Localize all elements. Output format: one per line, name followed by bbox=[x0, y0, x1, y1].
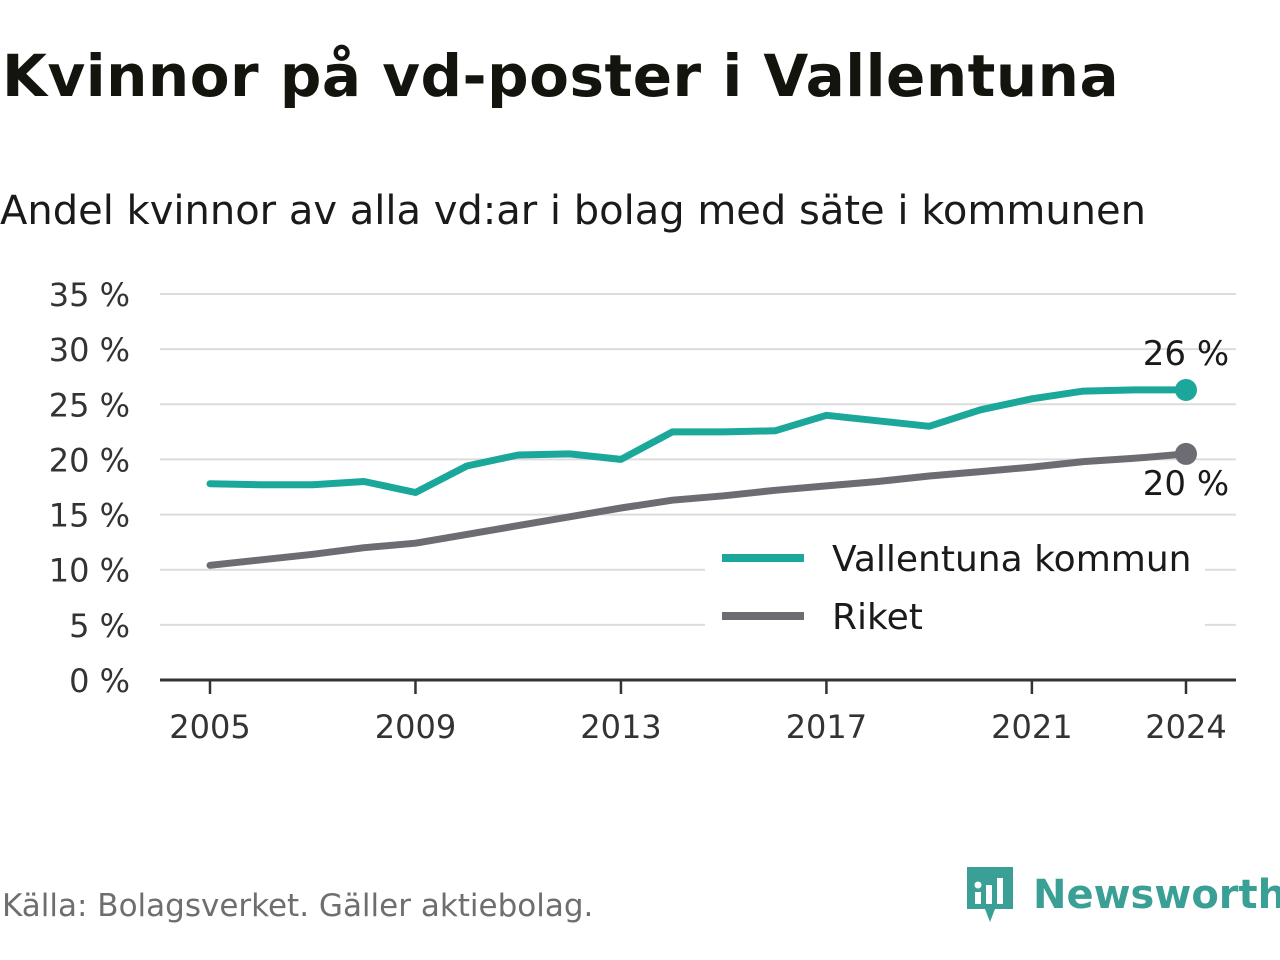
chart-subtitle: Andel kvinnor av alla vd:ar i bolag med … bbox=[0, 188, 1146, 234]
y-tick-label: 5 % bbox=[69, 607, 130, 645]
y-tick-label: 20 % bbox=[49, 441, 130, 479]
series-end-point bbox=[1175, 442, 1197, 465]
x-tick-label: 2017 bbox=[786, 708, 867, 746]
y-tick-label: 25 % bbox=[49, 386, 130, 424]
series-end-label: 20 % bbox=[1143, 464, 1229, 504]
x-tick-label: 2013 bbox=[580, 708, 661, 746]
x-tick-label: 2009 bbox=[375, 708, 456, 746]
y-tick-label: 0 % bbox=[69, 662, 130, 700]
series-end-label: 26 % bbox=[1143, 334, 1229, 374]
y-tick-label: 10 % bbox=[49, 552, 130, 590]
brand: Newsworthy bbox=[965, 865, 1280, 925]
legend-label: Riket bbox=[832, 597, 923, 638]
y-tick-label: 30 % bbox=[49, 331, 130, 369]
series-line bbox=[206, 386, 1190, 496]
x-tick-label: 2024 bbox=[1145, 708, 1226, 746]
y-tick-label: 35 % bbox=[49, 276, 130, 314]
source-note: Källa: Bolagsverket. Gäller aktiebolag. bbox=[2, 888, 594, 924]
legend-label: Vallentuna kommun bbox=[832, 539, 1191, 580]
x-tick-label: 2005 bbox=[169, 708, 250, 746]
newsworthy-logo-icon bbox=[967, 867, 1013, 922]
x-tick-label: 2021 bbox=[991, 708, 1072, 746]
legend-background bbox=[705, 528, 1205, 640]
series-line bbox=[206, 450, 1190, 569]
chart-title: Kvinnor på vd-poster i Vallentuna bbox=[2, 42, 1120, 110]
y-tick-label: 15 % bbox=[49, 497, 130, 535]
brand-name: Newsworthy bbox=[1033, 872, 1280, 918]
series-end-point bbox=[1175, 378, 1197, 401]
